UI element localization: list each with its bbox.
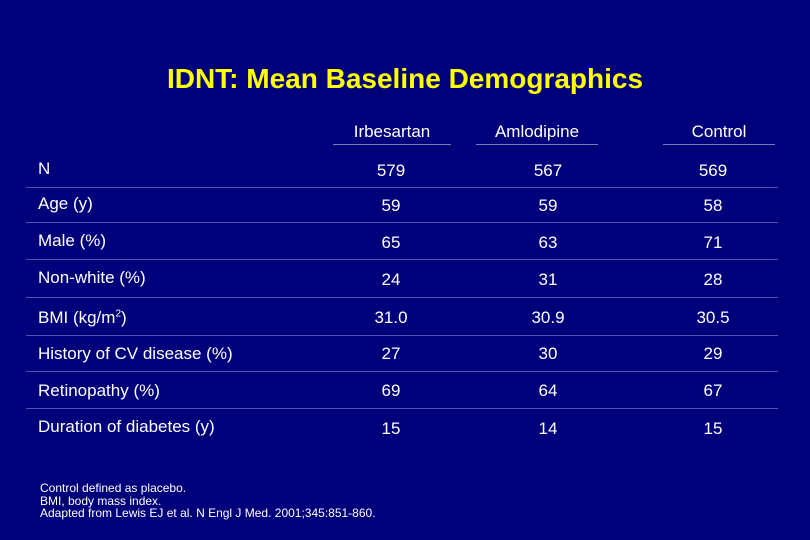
cell-diabetes-duration-amlodipine: 14: [538, 419, 558, 438]
row-divider: [26, 187, 778, 188]
column-header-irbesartan: Irbesartan: [333, 121, 451, 145]
row-divider: [26, 371, 778, 372]
row-label-retinopathy: Retinopathy (%): [38, 381, 160, 400]
footnote-bmi-definition: BMI, body mass index.: [40, 493, 162, 508]
cell-n-amlodipine: 567: [533, 161, 563, 180]
cell-non-white-amlodipine: 31: [538, 270, 558, 289]
cell-male-irbesartan: 65: [381, 233, 401, 252]
column-header-amlodipine: Amlodipine: [476, 121, 598, 145]
cell-bmi-control: 30.5: [696, 308, 730, 327]
cell-cv-history-irbesartan: 27: [381, 344, 401, 363]
bmi-label-suffix: ): [121, 308, 127, 327]
cell-male-amlodipine: 63: [538, 233, 558, 252]
row-label-non-white: Non-white (%): [38, 268, 146, 287]
cell-retinopathy-irbesartan: 69: [381, 381, 401, 400]
cell-non-white-control: 28: [703, 270, 723, 289]
cell-n-irbesartan: 579: [376, 161, 406, 180]
cell-retinopathy-control: 67: [703, 381, 723, 400]
cell-non-white-irbesartan: 24: [381, 270, 401, 289]
cell-retinopathy-amlodipine: 64: [538, 381, 558, 400]
row-divider: [26, 408, 778, 409]
footnotes: Control defined as placebo. BMI, body ma…: [40, 482, 376, 520]
column-header-control: Control: [663, 121, 775, 145]
row-divider: [26, 259, 778, 260]
slide-title: IDNT: Mean Baseline Demographics: [166, 63, 644, 94]
cell-age-amlodipine: 59: [538, 196, 558, 215]
row-divider: [26, 222, 778, 223]
bmi-label-superscript: 2: [115, 308, 122, 320]
footnote-source-citation: Adapted from Lewis EJ et al. N Engl J Me…: [40, 506, 376, 520]
row-label-bmi: BMI (kg/m2): [38, 308, 127, 328]
row-label-male: Male (%): [38, 231, 107, 250]
cell-cv-history-amlodipine: 30: [538, 344, 558, 363]
row-divider: [26, 297, 778, 298]
row-label-diabetes-duration: Duration of diabetes (y): [38, 417, 215, 436]
row-label-n: N: [38, 159, 51, 178]
footnote-control-definition: Control defined as placebo.: [40, 481, 187, 495]
cell-cv-history-control: 29: [703, 344, 723, 363]
cell-age-irbesartan: 59: [381, 196, 401, 215]
cell-age-control: 58: [703, 196, 723, 215]
row-label-cv-history: History of CV disease (%): [38, 344, 233, 363]
cell-male-control: 71: [703, 233, 723, 252]
cell-bmi-irbesartan: 31.0: [374, 308, 408, 327]
cell-diabetes-duration-irbesartan: 15: [381, 419, 401, 438]
row-divider: [26, 335, 778, 336]
row-label-age: Age (y): [38, 194, 93, 213]
cell-n-control: 569: [698, 161, 728, 180]
cell-diabetes-duration-control: 15: [703, 419, 723, 438]
cell-bmi-amlodipine: 30.9: [531, 308, 565, 327]
bmi-label-prefix: BMI (kg/m: [38, 308, 116, 327]
